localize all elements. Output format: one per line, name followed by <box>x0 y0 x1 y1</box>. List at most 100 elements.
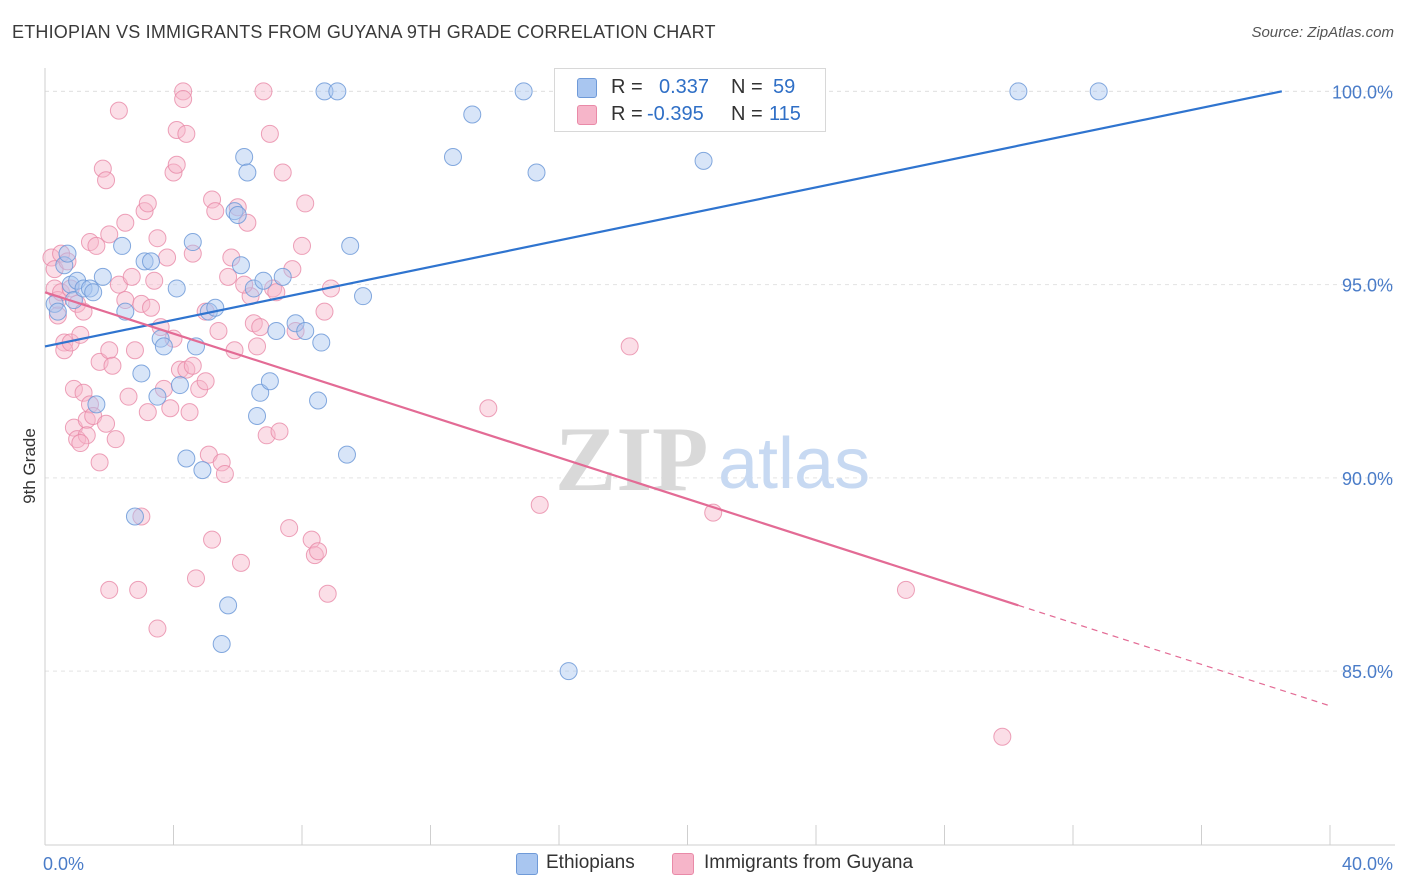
data-point-guyana <box>896 580 915 599</box>
data-point-guyana <box>296 194 315 213</box>
data-point-ethiopians <box>273 267 292 286</box>
data-point-ethiopians <box>167 279 186 298</box>
data-point-ethiopians <box>74 279 93 298</box>
data-point-guyana <box>80 395 99 414</box>
data-point-guyana <box>177 124 196 143</box>
data-point-ethiopians <box>260 372 279 391</box>
data-point-ethiopians <box>463 105 482 124</box>
y-tick-label: 90.0% <box>1342 469 1393 489</box>
legend-r-value: -0.395 <box>647 103 704 125</box>
trendline-ethiopians <box>44 90 1283 348</box>
bottom-legend-ethiopians: Ethiopians <box>546 852 635 873</box>
data-point-ethiopians <box>55 256 74 275</box>
y-tick-label: 95.0% <box>1342 276 1393 296</box>
data-point-guyana <box>267 283 286 302</box>
data-point-guyana <box>190 379 209 398</box>
legend-r-label: R = <box>611 76 643 98</box>
x-tick-label: 0.0% <box>43 854 84 874</box>
chart-title: ETHIOPIAN VS IMMIGRANTS FROM GUYANA 9TH … <box>12 22 716 42</box>
tick-labels: 85.0% 90.0% 95.0% 100.0% 0.0% 40.0% <box>43 82 1393 874</box>
legend-r-value: 0.337 <box>659 76 710 98</box>
source-label: Source: ZipAtlas.com <box>1251 24 1394 41</box>
data-point-guyana <box>479 399 498 418</box>
data-point-guyana <box>167 155 186 174</box>
trendlines <box>44 90 1331 707</box>
data-point-guyana <box>116 213 135 232</box>
bottom-legend-guyana: Immigrants from Guyana <box>704 852 914 873</box>
data-point-ethiopians <box>170 376 189 395</box>
data-point-guyana <box>100 580 119 599</box>
data-point-guyana <box>302 530 321 549</box>
data-point-guyana <box>142 298 161 317</box>
data-point-ethiopians <box>296 321 315 340</box>
data-point-guyana <box>87 236 106 255</box>
data-point-ethiopians <box>142 252 161 271</box>
data-point-guyana <box>283 260 302 279</box>
data-point-guyana <box>215 464 234 483</box>
data-point-ethiopians <box>354 287 373 306</box>
data-point-guyana <box>212 453 231 472</box>
data-point-guyana <box>148 619 167 638</box>
data-point-guyana <box>293 236 311 255</box>
data-point-guyana <box>238 213 257 232</box>
legend-swatch-blue <box>577 78 597 98</box>
data-point-ethiopians <box>694 151 713 170</box>
data-point-guyana <box>251 318 270 337</box>
data-point-guyana <box>74 302 93 321</box>
legend-row-ethiopians: R = 0.337 N = 59 <box>555 74 825 100</box>
data-point-ethiopians <box>1089 82 1108 101</box>
x-tick-label: 40.0% <box>1342 854 1393 874</box>
watermark-atlas: atlas <box>718 424 870 504</box>
data-point-ethiopians <box>154 337 173 356</box>
data-point-ethiopians <box>87 395 106 414</box>
data-point-guyana <box>97 171 116 190</box>
data-point-ethiopians <box>135 252 154 271</box>
axes <box>44 68 1395 846</box>
data-point-ethiopians <box>248 406 267 425</box>
data-point-guyana <box>77 426 96 445</box>
data-point-guyana <box>132 294 151 313</box>
watermark-zip: ZIP <box>555 408 708 510</box>
data-point-ethiopians <box>48 302 67 321</box>
trendline-guyana <box>44 291 1019 607</box>
data-point-guyana <box>132 507 151 526</box>
data-point-guyana <box>122 267 141 286</box>
data-point-guyana <box>106 430 125 449</box>
data-point-guyana <box>315 302 334 321</box>
y-axis-label: 9th Grade <box>20 428 39 504</box>
data-point-ethiopians <box>64 291 83 310</box>
data-point-ethiopians <box>251 383 270 402</box>
data-point-guyana <box>273 163 292 182</box>
data-point-ethiopians <box>286 314 305 333</box>
data-point-guyana <box>48 306 67 325</box>
data-point-ethiopians <box>267 321 286 340</box>
data-point-guyana <box>90 453 109 472</box>
data-point-guyana <box>231 553 250 572</box>
data-point-guyana <box>180 403 199 422</box>
legend-swatch-pink <box>577 105 597 125</box>
data-point-ethiopians <box>132 364 151 383</box>
data-point-guyana <box>103 356 122 375</box>
data-point-guyana <box>61 279 80 298</box>
data-point-guyana <box>206 202 225 221</box>
data-point-guyana <box>183 356 202 375</box>
data-point-guyana <box>186 569 205 588</box>
data-point-guyana <box>138 403 157 422</box>
data-point-guyana <box>71 434 90 453</box>
data-point-guyana <box>222 248 241 267</box>
data-point-ethiopians <box>177 449 196 468</box>
data-point-ethiopians <box>84 283 103 302</box>
data-point-guyana <box>161 399 180 418</box>
data-point-ethiopians <box>312 333 331 352</box>
data-point-guyana <box>148 229 167 248</box>
data-point-guyana <box>260 124 279 143</box>
data-point-ethiopians <box>113 236 132 255</box>
data-point-guyana <box>125 341 144 360</box>
data-point-ethiopians <box>315 82 334 101</box>
data-point-guyana <box>196 372 215 391</box>
data-point-ethiopians <box>206 298 225 317</box>
data-point-guyana <box>74 383 93 402</box>
data-point-guyana <box>158 248 177 267</box>
data-point-ethiopians <box>244 279 263 298</box>
